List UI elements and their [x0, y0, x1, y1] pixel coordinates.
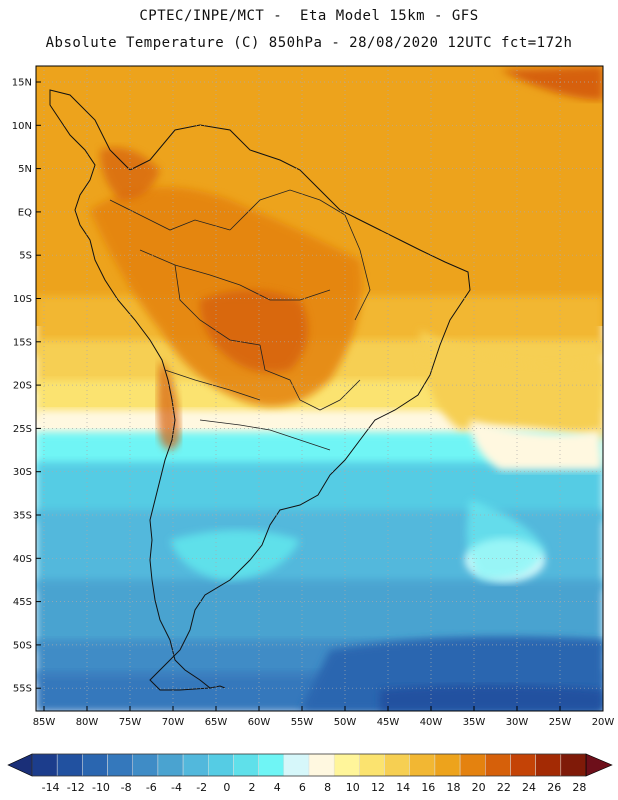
lat-label: 55S	[13, 684, 32, 695]
colorbar-swatch	[82, 753, 108, 777]
colorbar-label: -2	[196, 781, 207, 794]
colorbar-swatch	[409, 753, 436, 777]
lon-label: 40W	[420, 717, 443, 728]
title-line-2: Absolute Temperature (C) 850hPa - 28/08/…	[45, 35, 573, 51]
colorbar-label: 8	[324, 781, 331, 794]
colorbar-swatch	[208, 753, 234, 777]
lon-label: 75W	[119, 717, 142, 728]
colorbar-label: 24	[522, 781, 536, 794]
colorbar-label: 28	[572, 781, 586, 794]
colorbar-swatch	[258, 753, 285, 777]
colorbar-swatch	[535, 753, 562, 777]
colorbar-label: -10	[92, 781, 110, 794]
colorbar-label: 0	[223, 781, 230, 794]
lat-label: 15S	[13, 337, 32, 348]
colorbar-label: 22	[497, 781, 511, 794]
colorbar-swatch	[384, 753, 410, 777]
lon-label: 80W	[76, 717, 99, 728]
lat-label: 5N	[18, 164, 32, 175]
lon-label: 60W	[248, 717, 271, 728]
lat-label: 35S	[13, 511, 32, 522]
colorbar-swatch	[510, 753, 536, 777]
graticule	[36, 66, 604, 711]
colorbar-frame	[31, 753, 587, 777]
colorbar-label: 6	[299, 781, 306, 794]
map-frame	[35, 65, 604, 712]
colorbar-swatch	[485, 753, 511, 777]
colorbar-label: 2	[249, 781, 256, 794]
colorbar-label: -4	[171, 781, 182, 794]
colorbar-label: -12	[67, 781, 85, 794]
lon-label: 25W	[549, 717, 572, 728]
colorbar-swatch	[182, 753, 209, 777]
colorbar-swatch	[359, 753, 385, 777]
lon-label: 30W	[506, 717, 529, 728]
colorbar-swatch	[459, 753, 486, 777]
lon-label: 85W	[33, 717, 56, 728]
lat-label: 5S	[19, 251, 32, 262]
colorbar-label: -14	[42, 781, 60, 794]
colorbar: -14 -12 -10 -8 -6 -4 -2 0 2 4 6 8 10 12 14 16 18 20 22 24 26…	[7, 753, 613, 794]
colorbar-label: 20	[472, 781, 486, 794]
lat-label: 15N	[12, 78, 32, 89]
lon-label: 45W	[377, 717, 400, 728]
colorbar-swatch	[31, 753, 58, 777]
lon-label: 35W	[463, 717, 486, 728]
colorbar-swatch	[560, 753, 587, 777]
colorbar-low-arrow	[7, 753, 33, 777]
colorbar-swatch	[132, 753, 159, 777]
colorbar-swatch	[157, 753, 184, 777]
lon-label: 55W	[291, 717, 314, 728]
lat-label: 45S	[13, 597, 32, 608]
colorbar-swatch	[233, 753, 259, 777]
colorbar-label: -8	[121, 781, 132, 794]
colorbar-swatch	[107, 753, 133, 777]
lon-label: 65W	[205, 717, 228, 728]
lat-label: 10S	[13, 294, 32, 305]
colorbar-label: 16	[421, 781, 435, 794]
lat-label: EQ	[18, 207, 32, 218]
colorbar-swatch	[308, 753, 335, 777]
coastline	[49, 89, 471, 691]
colorbar-label: 18	[447, 781, 461, 794]
colorbar-label: 12	[371, 781, 385, 794]
longitude-labels: 85W 80W 75W 70W 65W 60W 55W 50W 45W 40W 35W 30W 25W 2…	[33, 706, 615, 728]
temperature-field	[36, 66, 603, 711]
latitude-labels: 15N 10N 5N EQ 5S 10S 15S 20S 25S 30S 35S 40S 45S 50S 5…	[12, 78, 41, 695]
colorbar-label: 4	[274, 781, 281, 794]
title-line-1: CPTEC/INPE/MCT - Eta Model 15km - GFS	[139, 8, 479, 24]
colorbar-label: 26	[547, 781, 561, 794]
colorbar-label: 10	[346, 781, 360, 794]
lat-label: 25S	[13, 424, 32, 435]
lat-label: 30S	[13, 467, 32, 478]
colorbar-label: -6	[146, 781, 157, 794]
colorbar-swatch	[56, 753, 83, 777]
colorbar-swatch	[283, 753, 310, 777]
lat-label: 10N	[12, 121, 32, 132]
lon-label: 20W	[592, 717, 615, 728]
lat-label: 40S	[13, 554, 32, 565]
lon-label: 70W	[162, 717, 185, 728]
lat-label: 20S	[13, 381, 32, 392]
colorbar-label: 14	[396, 781, 410, 794]
colorbar-swatch	[333, 753, 360, 777]
lon-label: 50W	[334, 717, 357, 728]
lat-label: 50S	[13, 640, 32, 651]
colorbar-high-arrow	[585, 753, 613, 777]
colorbar-swatch	[434, 753, 461, 777]
